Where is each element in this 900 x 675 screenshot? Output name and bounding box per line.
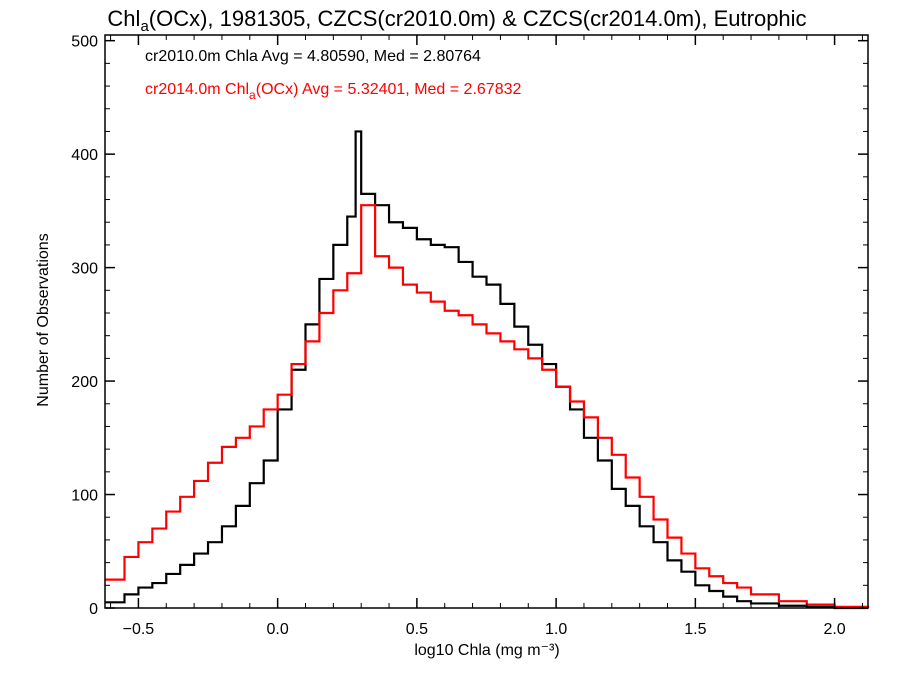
y-tick-label-3: 300 <box>71 261 98 278</box>
x-tick-label-0: −0.5 <box>123 621 155 638</box>
legend-entry-cr2014: cr2014.0m Chla(OCx) Avg = 5.32401, Med =… <box>145 81 521 102</box>
x-tick-label-3: 1.0 <box>545 621 567 638</box>
plot-frame <box>104 34 869 609</box>
y-tick-label-1: 100 <box>71 488 98 505</box>
y-tick-label-4: 400 <box>71 147 98 164</box>
series-layer <box>105 130 870 610</box>
x-tick-label-4: 1.5 <box>684 621 706 638</box>
y-axis-label: Number of Observations <box>35 233 52 406</box>
y-tick-label-5: 500 <box>71 34 98 51</box>
x-tick-label-5: 2.0 <box>823 621 845 638</box>
y-tick-label-2: 200 <box>71 374 98 391</box>
series-line-1 <box>105 204 870 608</box>
x-tick-label-1: 0.0 <box>267 621 289 638</box>
x-axis-label: log10 Chla (mg m⁻³) <box>414 642 559 659</box>
chart-title: Chla(OCx), 1981305, CZCS(cr2010.0m) & CZ… <box>107 6 806 35</box>
legend-entry-cr2010: cr2010.0m Chla Avg = 4.80590, Med = 2.80… <box>145 48 481 65</box>
series-line-0 <box>105 130 868 610</box>
y-tick-label-0: 0 <box>89 601 98 618</box>
ticks-layer: −0.5 0.0 0.5 1.0 1.5 2.0 0 100 200 300 400 500 <box>71 34 868 638</box>
x-tick-label-2: 0.5 <box>406 621 428 638</box>
